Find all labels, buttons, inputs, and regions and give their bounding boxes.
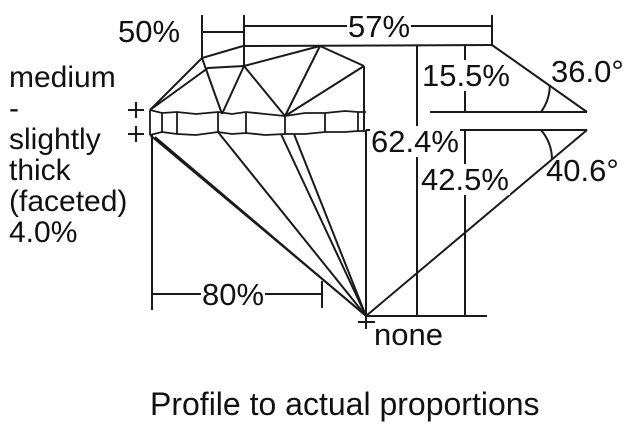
crown-facet-line bbox=[284, 65, 365, 117]
girdle-band bbox=[149, 109, 366, 136]
pavilion-depth-label: 42.5% bbox=[420, 162, 510, 197]
pavilion-facet-line bbox=[217, 131, 367, 317]
lower-girdle-label: 80% bbox=[201, 277, 266, 312]
girdle-bottom-edge bbox=[149, 130, 366, 136]
girdle-thickness-marks bbox=[128, 102, 375, 329]
pavilion-facets bbox=[149, 129, 588, 317]
total-depth-label: 62.4% bbox=[370, 124, 460, 159]
crown-facet-line bbox=[221, 65, 245, 115]
crown-angle-arc bbox=[540, 84, 551, 113]
pavilion-facet-line bbox=[293, 133, 367, 317]
crown-facet-line bbox=[243, 65, 286, 117]
girdle-description: medium - slightly thick (faceted) 4.0% bbox=[9, 61, 128, 249]
diagram-caption: Profile to actual proportions bbox=[150, 386, 540, 422]
table-line bbox=[242, 44, 493, 47]
table-size-label: 57% bbox=[347, 9, 412, 44]
crown-facet-line bbox=[243, 45, 321, 67]
pavilion-facet-line bbox=[154, 136, 367, 317]
pavilion-slope-right bbox=[365, 129, 588, 317]
pavilion-angle-arc bbox=[540, 129, 554, 161]
angle-arcs bbox=[540, 84, 554, 161]
measurement-lines bbox=[151, 15, 587, 317]
crown-height-label: 15.5% bbox=[421, 58, 511, 93]
crown-facet-line bbox=[319, 45, 365, 67]
crown-slope-right bbox=[491, 44, 588, 113]
star-length-label: 50% bbox=[118, 14, 181, 49]
crown-angle-label: 36.0° bbox=[551, 54, 624, 89]
pavilion-facet-line bbox=[280, 133, 367, 317]
culet-label: none bbox=[374, 317, 443, 352]
crown-facet-line bbox=[284, 45, 321, 117]
crown-facet-line bbox=[201, 57, 223, 115]
pavilion-angle-label: 40.6° bbox=[546, 153, 619, 188]
crown-facets bbox=[149, 44, 588, 131]
crown-facet-line bbox=[149, 65, 245, 111]
girdle-top-edge bbox=[149, 109, 366, 117]
